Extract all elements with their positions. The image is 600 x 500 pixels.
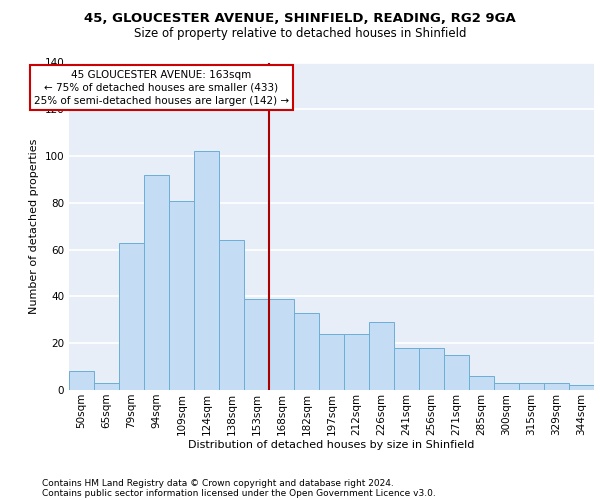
Bar — [294, 313, 319, 390]
Text: 45 GLOUCESTER AVENUE: 163sqm
← 75% of detached houses are smaller (433)
25% of s: 45 GLOUCESTER AVENUE: 163sqm ← 75% of de… — [34, 70, 289, 106]
Bar — [569, 386, 594, 390]
Text: 45, GLOUCESTER AVENUE, SHINFIELD, READING, RG2 9GA: 45, GLOUCESTER AVENUE, SHINFIELD, READIN… — [84, 12, 516, 26]
Bar — [344, 334, 369, 390]
Text: Contains public sector information licensed under the Open Government Licence v3: Contains public sector information licen… — [42, 488, 436, 498]
Text: Contains HM Land Registry data © Crown copyright and database right 2024.: Contains HM Land Registry data © Crown c… — [42, 478, 394, 488]
Bar — [419, 348, 444, 390]
Y-axis label: Number of detached properties: Number of detached properties — [29, 138, 39, 314]
Bar — [319, 334, 344, 390]
Text: Size of property relative to detached houses in Shinfield: Size of property relative to detached ho… — [134, 28, 466, 40]
Bar — [269, 299, 294, 390]
Bar — [69, 372, 94, 390]
Bar — [394, 348, 419, 390]
Bar — [369, 322, 394, 390]
Bar — [244, 299, 269, 390]
Bar — [219, 240, 244, 390]
Bar — [519, 383, 544, 390]
Bar — [169, 200, 194, 390]
Bar — [469, 376, 494, 390]
Bar — [119, 242, 144, 390]
Bar — [444, 355, 469, 390]
Bar — [544, 383, 569, 390]
X-axis label: Distribution of detached houses by size in Shinfield: Distribution of detached houses by size … — [188, 440, 475, 450]
Bar — [144, 175, 169, 390]
Bar — [494, 383, 519, 390]
Bar — [94, 383, 119, 390]
Bar — [194, 152, 219, 390]
